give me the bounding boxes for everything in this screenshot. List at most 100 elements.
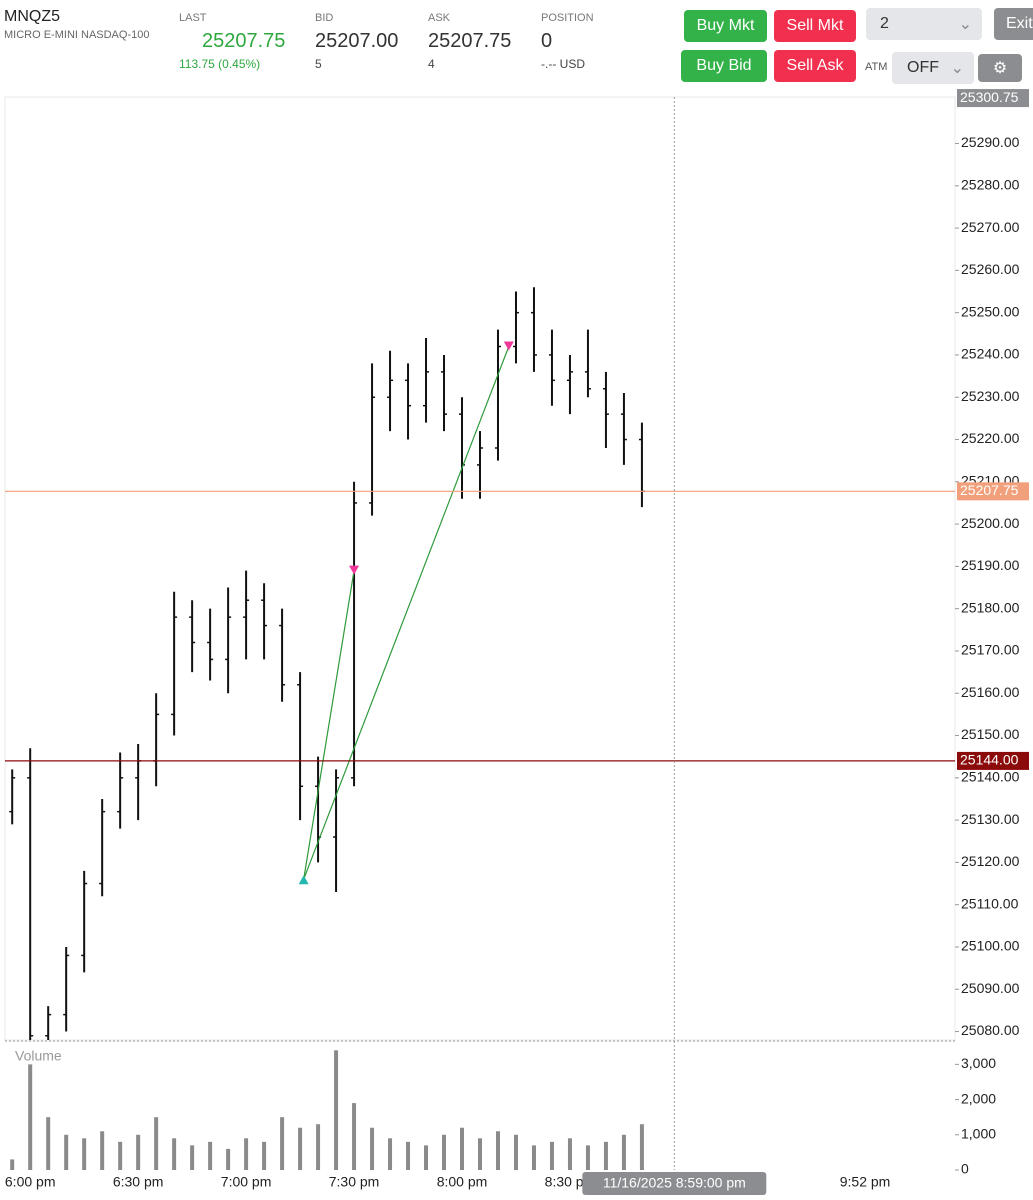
chevron: ⌄ (958, 16, 972, 33)
volume-bar (82, 1138, 87, 1170)
trade-marker (503, 341, 514, 351)
atm-value: OFF (907, 59, 939, 76)
y-tick-label: 25290.00 (961, 134, 1020, 150)
quote: POSITION 0 -.-- USD (541, 12, 594, 71)
volume-tick-label: 2,000 (961, 1090, 996, 1106)
y-tick-label: 25160.00 (961, 684, 1020, 700)
volume-bar (567, 1138, 572, 1170)
volume-bar (370, 1127, 375, 1170)
volume-bar (46, 1117, 51, 1170)
volume-bar (64, 1134, 69, 1170)
plot-frame (4, 96, 956, 1041)
y-tick-label: 25220.00 (961, 430, 1020, 446)
y-tick-label: 25190.00 (961, 557, 1020, 573)
x-tick-label: 8:00 pm (437, 1174, 488, 1190)
y-tick-label: 25180.00 (961, 599, 1020, 615)
crosshair-label: 11/16/2025 8:59:00 pm (603, 1175, 746, 1191)
y-tick-label: 25270.00 (961, 219, 1020, 235)
volume-tick-label: 0 (961, 1161, 969, 1177)
volume-bar (334, 1050, 339, 1170)
sell-market-button[interactable]: Sell Mkt (774, 10, 856, 42)
y-tick-label: 25170.00 (961, 642, 1020, 658)
quote-value: 25207.75 (428, 30, 512, 52)
price-pane (9, 287, 645, 1040)
exit-button[interactable]: Exit (994, 8, 1033, 40)
trade-marker (298, 875, 309, 885)
volume-tick-label: 1,000 (961, 1125, 996, 1141)
quote: LAST 25207.75 113.75 (0.45%) (179, 12, 285, 71)
quantity-select[interactable]: 2 ⌄ (866, 8, 982, 40)
atm-select[interactable]: OFF ⌄ (892, 52, 974, 84)
buy-market-button[interactable]: Buy Mkt (684, 10, 767, 42)
y-tick-label: 25250.00 (961, 303, 1020, 319)
quote-label: BID (315, 12, 334, 24)
quote-sub: 113.75 (0.45%) (179, 57, 261, 71)
volume-bar (478, 1138, 482, 1170)
header: MNQZ5 MICRO E-MINI NASDAQ-100 LAST 25207.… (0, 0, 1033, 95)
y-tick-label: 25280.00 (961, 177, 1020, 193)
y-tick-label: 25150.00 (961, 726, 1020, 742)
volume-bar (10, 1159, 15, 1170)
chevron: ⌄ (950, 60, 964, 77)
x-tick-label: 6:30 pm (113, 1174, 164, 1190)
volume-title: Volume (15, 1048, 62, 1064)
trade-marker (349, 565, 360, 575)
trade-link (303, 570, 355, 880)
crosshair-tag (582, 1172, 767, 1195)
volume-bar (190, 1145, 195, 1170)
volume-bar (298, 1127, 303, 1170)
volume-bar (424, 1145, 429, 1170)
volume-bar (316, 1124, 321, 1170)
volume-bar (208, 1141, 213, 1170)
quantity: 2 (880, 15, 889, 32)
y-tick-label: 25260.00 (961, 261, 1020, 277)
volume-bar (118, 1141, 123, 1170)
volume-bar (495, 1131, 500, 1170)
volume-bar (280, 1117, 285, 1170)
y-tick-label: 25230.00 (961, 388, 1020, 404)
volume-bar (136, 1134, 141, 1170)
trade-link (303, 346, 510, 880)
volume-bar (244, 1138, 249, 1170)
quote-value: 0 (541, 30, 553, 52)
price-line-tag (957, 482, 1029, 501)
y-tick-label: 25100.00 (961, 938, 1020, 954)
volume-bar (28, 1064, 33, 1170)
price-line-tag (957, 751, 1029, 770)
quote-label: POSITION (541, 12, 594, 24)
quote-value: 25207.75 (202, 30, 286, 52)
volume-bar (154, 1117, 159, 1170)
x-tick-label: 6:00 pm (5, 1174, 56, 1190)
quote: BID 25207.00 5 (315, 12, 398, 71)
buy-bid-button[interactable]: Buy Bid (681, 50, 767, 82)
volume-bar (262, 1141, 267, 1170)
x-tick-label: 9:52 pm (840, 1174, 891, 1190)
volume-bar (549, 1141, 554, 1170)
atm-label: ATM (865, 61, 888, 73)
volume-bar (100, 1131, 105, 1170)
quote-sub: 5 (315, 57, 322, 71)
quote: ASK 25207.75 4 (428, 12, 511, 71)
quote-value: 25207.00 (315, 30, 399, 52)
volume-bar (621, 1134, 626, 1170)
y-tick-label: 25120.00 (961, 853, 1020, 869)
volume-bar (406, 1141, 411, 1170)
y-tick-label: 25140.00 (961, 769, 1020, 785)
y-tick-label: 25240.00 (961, 346, 1020, 362)
sell-ask-button[interactable]: Sell Ask (774, 50, 856, 82)
exit-label: Exit (1006, 15, 1033, 32)
settings-button[interactable]: ⚙ (978, 54, 1022, 82)
y-tick-label: 25130.00 (961, 811, 1020, 827)
volume-bar (352, 1103, 357, 1170)
volume-bar (585, 1145, 590, 1170)
quote-label: ASK (428, 12, 451, 24)
volume-bar (442, 1134, 447, 1170)
quote-sub: -.-- USD (541, 57, 585, 71)
axis-top-label: 25300.75 (960, 89, 1019, 105)
y-tick-label: 25090.00 (961, 980, 1020, 996)
volume-bar (603, 1141, 608, 1170)
description: MICRO E-MINI NASDAQ-100 (4, 29, 150, 41)
quote-sub: 4 (428, 57, 435, 71)
